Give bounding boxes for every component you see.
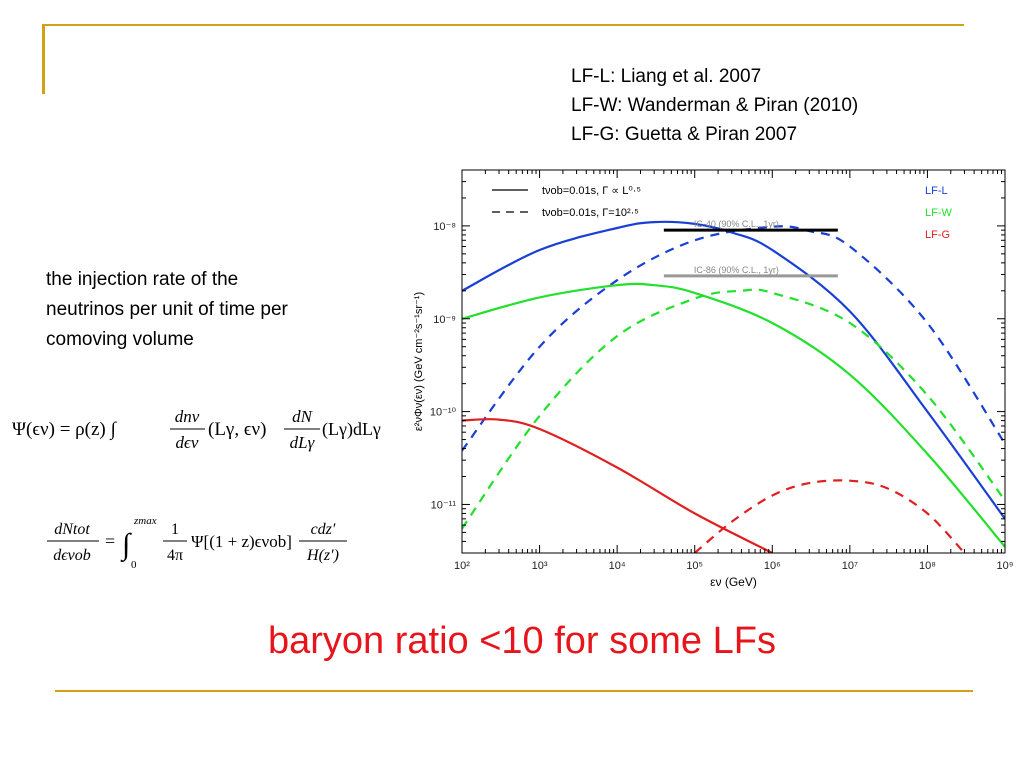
eq1-t2-args: (Lγ)dLγ	[322, 419, 381, 440]
eq2-frac1-den: 4π	[167, 547, 183, 564]
y-tick-label: 10⁻⁹	[433, 314, 456, 326]
reference-lf-w: LF-W: Wanderman & Piran (2010)	[571, 95, 859, 116]
series-line-5	[693, 479, 966, 553]
top-accent-line	[42, 24, 964, 26]
eq1-t1-args: (Lγ, ϵν)	[208, 419, 266, 440]
eq1-t1-num: dnν	[175, 407, 200, 426]
eq1-lhs: Ψ(ϵν) = ρ(z) ∫	[12, 419, 117, 441]
eq2-lhs-den: dϵνob	[53, 547, 91, 564]
eq2-int-upper: zmax	[133, 515, 157, 527]
limit-label-1: IC-86 (90% C.L., 1yr)	[694, 265, 779, 275]
eq2-frac2-den: H(z′)	[306, 547, 339, 564]
plot-frame	[461, 169, 1006, 554]
eq1-t2-den: dLγ	[290, 433, 316, 452]
color-legend-lf-l: LF-L	[925, 185, 948, 197]
y-tick-label: 10⁻⁸	[433, 221, 456, 233]
color-legend-lf-g: LF-G	[925, 229, 950, 241]
eq2-int-lower: 0	[131, 559, 137, 571]
total-neutrino-equation: dNtot dϵνob = ∫ zmax 0 1 4π Ψ[(1 + z)ϵνo…	[47, 515, 347, 571]
limit-label-0: IC-40 (90% C.L., 1yr)	[694, 219, 779, 229]
x-tick-label: 10⁶	[764, 560, 781, 572]
left-accent-line	[42, 24, 45, 94]
description-line: neutrinos per unit of time per	[46, 299, 288, 320]
series-line-1	[462, 225, 1005, 452]
x-tick-label: 10⁹	[997, 560, 1014, 572]
eq2-mid: Ψ[(1 + z)ϵνob]	[191, 532, 292, 551]
eq2-lhs-num: dNtot	[54, 521, 90, 538]
conclusion-text: baryon ratio <10 for some LFs	[268, 620, 776, 662]
y-tick-label: 10⁻¹⁰	[430, 407, 457, 419]
eq2-eq-sign: =	[105, 531, 115, 551]
color-legend-lf-w: LF-W	[925, 207, 953, 219]
eq2-frac1-num: 1	[171, 521, 179, 538]
x-axis-label: εν (GeV)	[710, 575, 757, 589]
references: LF-L: Liang et al. 2007 LF-W: Wanderman …	[571, 62, 858, 149]
style-legend-label-1: tνob=0.01s, Γ=10²·⁵	[542, 207, 639, 219]
x-tick-label: 10⁸	[919, 560, 936, 572]
series-line-4	[462, 418, 773, 553]
description: the injection rate of the neutrinos per …	[46, 265, 386, 355]
reference-lf-l: LF-L: Liang et al. 2007	[571, 66, 762, 87]
eq1-t1-den: dϵν	[176, 433, 199, 452]
eq2-frac2-num: cdz′	[311, 521, 336, 538]
description-line: the injection rate of the	[46, 269, 239, 290]
y-axis-label: ε²νΦν(εν) (GeV cm⁻²s⁻¹sr⁻¹)	[413, 292, 425, 431]
integral-sign: ∫	[120, 528, 132, 563]
injection-rate-equation: Ψ(ϵν) = ρ(z) ∫ dnν dϵν (Lγ, ϵν) dN dLγ (…	[12, 407, 381, 452]
x-tick-label: 10⁵	[686, 560, 703, 572]
bottom-accent-line	[55, 690, 973, 692]
series-line-2	[462, 282, 1005, 548]
eq1-t2-num: dN	[292, 407, 314, 426]
reference-lf-g: LF-G: Guetta & Piran 2007	[571, 124, 798, 145]
series-line-3	[462, 288, 1005, 530]
description-line: comoving volume	[46, 329, 194, 350]
neutrino-flux-chart: IC-40 (90% C.L., 1yr) IC-86 (90% C.L., 1y…	[413, 169, 1014, 589]
style-legend-label-0: tνob=0.01s, Γ ∝ L⁰·⁵	[542, 185, 641, 197]
x-tick-label: 10²	[454, 560, 470, 572]
x-tick-label: 10⁷	[842, 560, 858, 572]
y-tick-label: 10⁻¹¹	[431, 499, 457, 511]
x-tick-label: 10⁴	[609, 560, 626, 572]
x-tick-label: 10³	[532, 560, 548, 572]
